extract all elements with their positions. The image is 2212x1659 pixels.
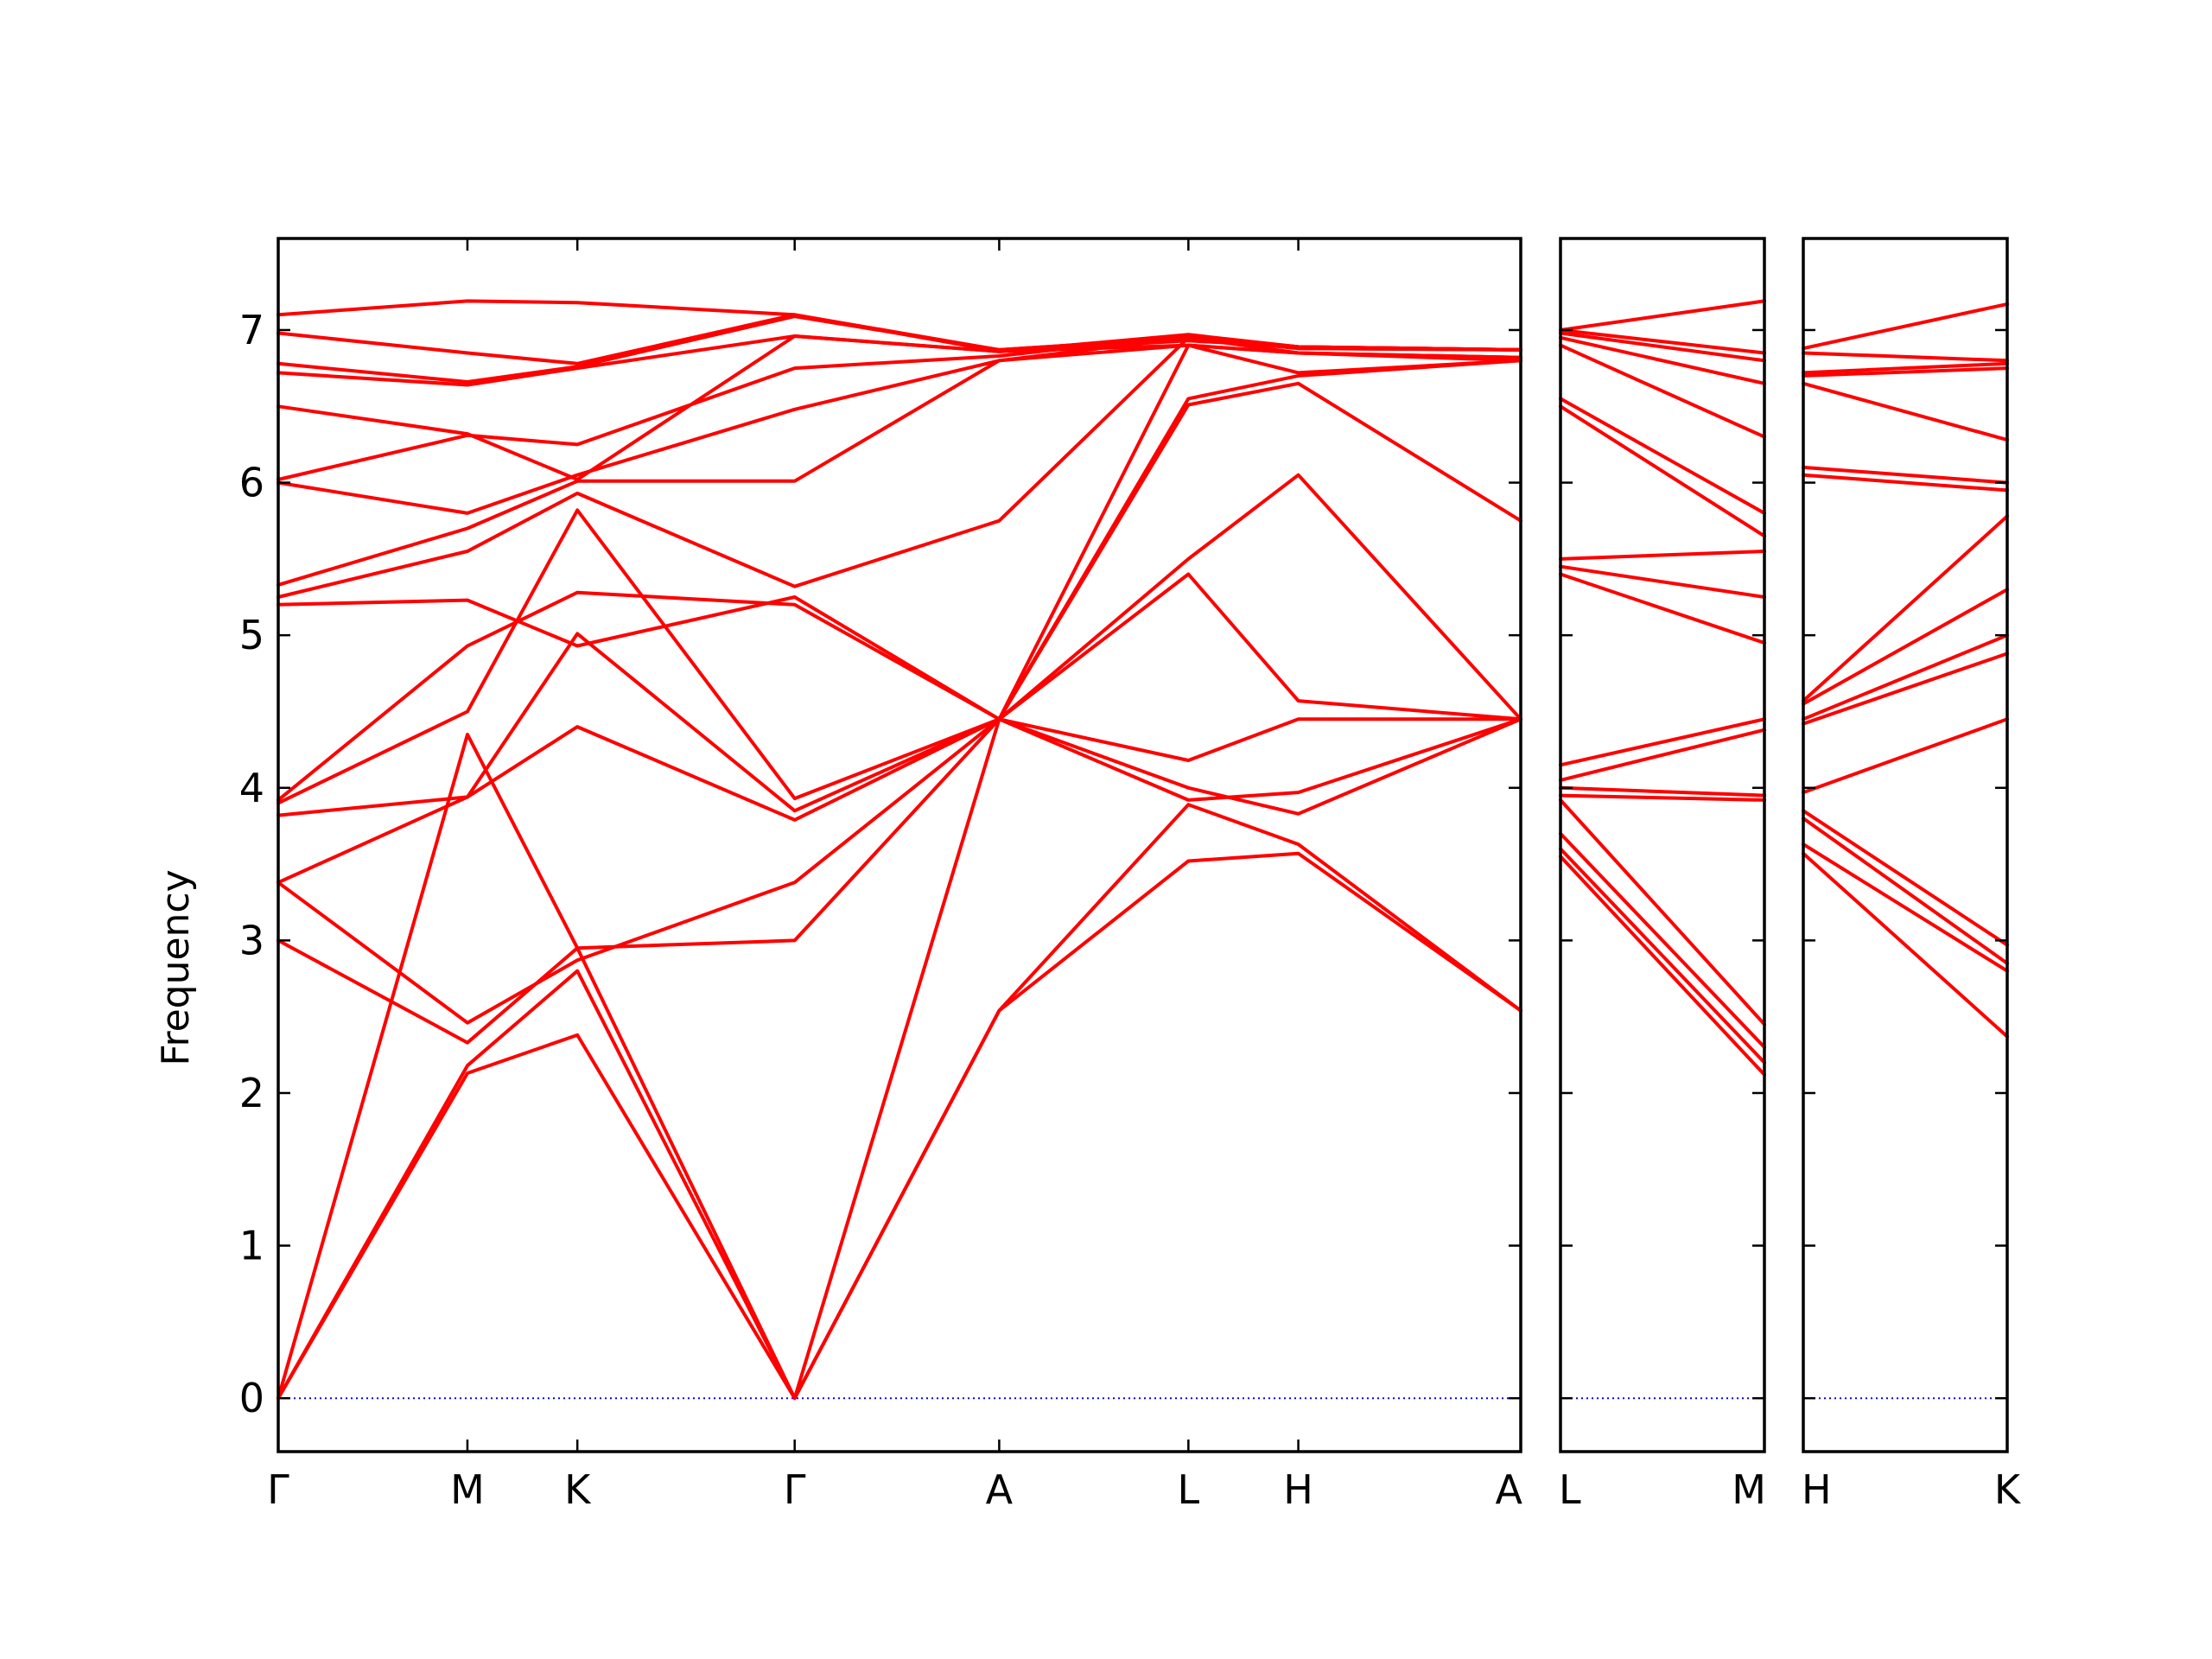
band-line (276, 717, 1522, 1045)
band-line (276, 803, 1522, 1401)
band-line (276, 299, 1522, 353)
band-line (1802, 652, 2009, 726)
band-line (1802, 366, 2009, 378)
x-tick-label: L (1178, 1466, 1200, 1513)
band-line (1559, 343, 1766, 439)
x-tick-label: L (1559, 1466, 1581, 1513)
panel-frame (1802, 237, 2009, 1453)
band-line (276, 381, 1522, 805)
band-line (1802, 351, 2009, 363)
x-tick-label: A (986, 1466, 1014, 1513)
band-line (1559, 328, 1766, 355)
band-line (1559, 785, 1766, 798)
y-tick-label: 1 (239, 1223, 264, 1269)
y-tick-label: 2 (239, 1070, 264, 1116)
band-line (1559, 798, 1766, 1027)
x-tick-label: M (1732, 1466, 1766, 1513)
band-line (1802, 302, 2009, 351)
band-line (1559, 397, 1766, 515)
y-axis-label: Frequency (154, 869, 198, 1065)
band-line (1802, 381, 2009, 442)
panel-frame (276, 237, 1522, 1453)
band-line (1559, 331, 1766, 363)
x-tick-label: A (1496, 1466, 1523, 1513)
x-tick-label: M (450, 1466, 485, 1513)
y-tick-label: 5 (239, 612, 264, 658)
band-line (1802, 633, 2009, 721)
band-line (1802, 465, 2009, 485)
band-line (1802, 717, 2009, 795)
band-line (276, 473, 1522, 817)
x-tick-label: H (1283, 1466, 1313, 1513)
x-tick-label: Γ (784, 1466, 806, 1513)
band-line (276, 572, 1522, 885)
band-line (1559, 550, 1766, 561)
band-line (1559, 728, 1766, 782)
band-line (276, 717, 1522, 1025)
band-line (276, 343, 1522, 587)
band-line (1559, 572, 1766, 645)
band-line (1559, 564, 1766, 599)
band-line (1802, 361, 2009, 375)
band-line (1559, 335, 1766, 385)
x-tick-label: Γ (267, 1466, 289, 1513)
band-line (1559, 847, 1766, 1065)
band-line (276, 359, 1522, 802)
band-line (1802, 842, 2009, 973)
band-line (1802, 473, 2009, 493)
band-line (1559, 404, 1766, 538)
x-tick-label: K (1994, 1466, 2022, 1513)
y-tick-label: 0 (239, 1375, 264, 1421)
y-tick-label: 7 (239, 307, 264, 353)
band-line (1802, 588, 2009, 706)
x-tick-label: H (1802, 1466, 1832, 1513)
band-line (1802, 514, 2009, 703)
x-tick-label: K (564, 1466, 592, 1513)
band-line (1559, 793, 1766, 802)
panel-frame (1559, 237, 1766, 1453)
band-line (1802, 809, 2009, 947)
y-tick-label: 3 (239, 917, 264, 963)
band-line (1559, 831, 1766, 1049)
y-tick-label: 6 (239, 460, 264, 506)
band-line (1802, 851, 2009, 1039)
band-line (1802, 817, 2009, 965)
y-tick-label: 4 (239, 765, 264, 811)
band-line (1559, 299, 1766, 332)
band-line (1559, 855, 1766, 1077)
band-line (1559, 717, 1766, 767)
band-panel-1: Γ M K Γ A L H A 0 1 2 3 4 5 6 7 (239, 237, 1523, 1513)
